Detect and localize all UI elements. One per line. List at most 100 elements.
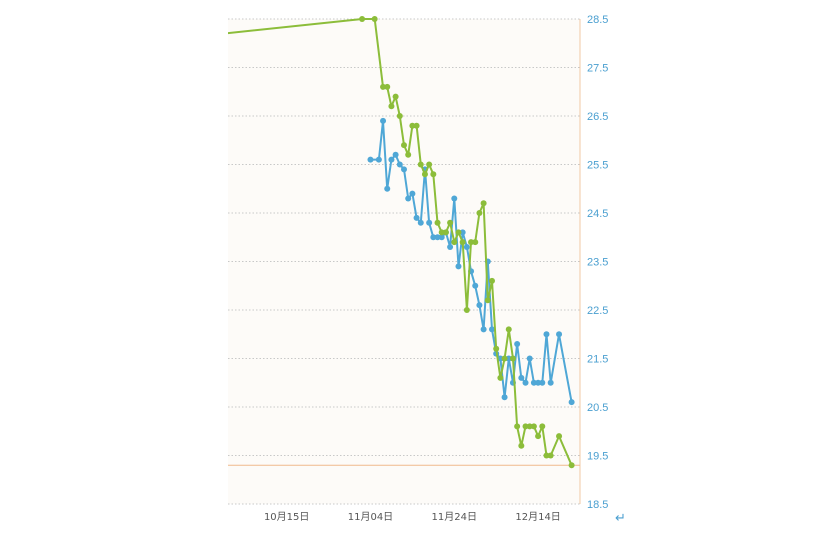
data-point bbox=[509, 355, 516, 362]
data-point bbox=[421, 171, 428, 178]
data-point bbox=[526, 355, 533, 362]
data-point bbox=[455, 229, 462, 236]
data-point bbox=[447, 219, 454, 226]
data-point bbox=[547, 379, 554, 386]
data-point bbox=[526, 423, 533, 430]
y-tick-label: 27.5 bbox=[587, 63, 608, 75]
data-point bbox=[530, 379, 537, 386]
data-point bbox=[484, 297, 491, 304]
data-point bbox=[451, 239, 458, 246]
data-point bbox=[556, 331, 563, 338]
data-point bbox=[392, 93, 399, 100]
data-point bbox=[501, 355, 508, 362]
data-point bbox=[430, 234, 437, 241]
data-point bbox=[405, 195, 412, 202]
x-tick-label: 12月14日 bbox=[515, 511, 560, 523]
x-tick-label: 11月04日 bbox=[348, 511, 393, 523]
data-point bbox=[384, 83, 391, 90]
data-point bbox=[489, 277, 495, 284]
data-point bbox=[480, 326, 487, 333]
y-tick-label: 28.5 bbox=[587, 14, 608, 26]
data-point bbox=[501, 394, 508, 401]
data-point bbox=[455, 263, 462, 270]
data-point bbox=[417, 219, 424, 226]
data-point bbox=[388, 156, 395, 163]
y-tick-label: 21.5 bbox=[587, 354, 608, 366]
data-point bbox=[413, 214, 420, 221]
data-point bbox=[367, 156, 374, 163]
data-point bbox=[522, 423, 529, 430]
data-point bbox=[434, 219, 441, 226]
data-point bbox=[359, 16, 366, 22]
data-point bbox=[380, 117, 387, 124]
data-point bbox=[375, 156, 382, 163]
data-point bbox=[426, 219, 433, 226]
data-point bbox=[556, 433, 563, 440]
data-point bbox=[530, 423, 537, 430]
y-tick-label: 22.5 bbox=[587, 305, 608, 317]
y-tick-label: 26.5 bbox=[587, 111, 608, 123]
data-point bbox=[463, 307, 470, 313]
data-point bbox=[380, 83, 387, 90]
data-point bbox=[539, 423, 546, 430]
data-point bbox=[413, 122, 420, 129]
data-point bbox=[430, 171, 437, 178]
data-point bbox=[489, 326, 495, 333]
data-point bbox=[547, 452, 554, 459]
data-point bbox=[459, 229, 466, 236]
data-point bbox=[497, 374, 504, 381]
data-point bbox=[522, 379, 529, 386]
data-point bbox=[409, 190, 416, 197]
data-point bbox=[568, 399, 575, 406]
data-point bbox=[434, 234, 441, 241]
x-tick-label: 11月24日 bbox=[432, 511, 477, 523]
data-point bbox=[518, 374, 525, 381]
y-tick-label: 24.5 bbox=[587, 208, 608, 220]
data-point bbox=[396, 113, 403, 119]
y-tick-label: 20.5 bbox=[587, 402, 608, 414]
data-point bbox=[388, 103, 395, 110]
data-point bbox=[392, 151, 399, 158]
return-glyph: ↵ bbox=[615, 511, 626, 526]
data-point bbox=[451, 195, 458, 202]
y-tick-label: 19.5 bbox=[587, 451, 608, 463]
data-point bbox=[543, 452, 550, 459]
data-point bbox=[396, 161, 403, 168]
data-point bbox=[472, 282, 479, 289]
data-point bbox=[568, 462, 575, 469]
data-point bbox=[497, 355, 504, 362]
data-point bbox=[384, 185, 391, 192]
y-tick-label: 23.5 bbox=[587, 257, 608, 269]
data-point bbox=[514, 340, 521, 347]
data-point bbox=[401, 166, 407, 173]
data-point bbox=[409, 122, 416, 129]
data-point bbox=[442, 229, 449, 236]
data-point bbox=[535, 433, 542, 440]
data-point bbox=[514, 423, 521, 430]
data-point bbox=[518, 442, 525, 449]
data-point bbox=[468, 239, 475, 246]
data-point bbox=[438, 229, 445, 236]
data-point bbox=[472, 239, 479, 246]
data-point bbox=[463, 243, 470, 250]
data-point bbox=[447, 243, 454, 250]
data-point bbox=[505, 326, 512, 333]
x-tick-label: 10月15日 bbox=[264, 511, 309, 523]
data-point bbox=[371, 16, 378, 22]
data-point bbox=[438, 234, 445, 241]
data-point bbox=[401, 142, 407, 149]
data-point bbox=[505, 355, 512, 362]
data-point bbox=[426, 161, 433, 168]
data-point bbox=[476, 302, 483, 309]
data-point bbox=[459, 239, 466, 246]
data-point bbox=[480, 200, 487, 207]
data-point bbox=[493, 345, 500, 352]
data-point bbox=[539, 379, 546, 386]
data-point bbox=[417, 161, 424, 168]
data-point bbox=[535, 379, 542, 386]
data-point bbox=[476, 210, 483, 216]
y-tick-label: 25.5 bbox=[587, 160, 608, 172]
y-tick-label: 18.5 bbox=[587, 499, 608, 511]
data-point bbox=[405, 151, 412, 158]
